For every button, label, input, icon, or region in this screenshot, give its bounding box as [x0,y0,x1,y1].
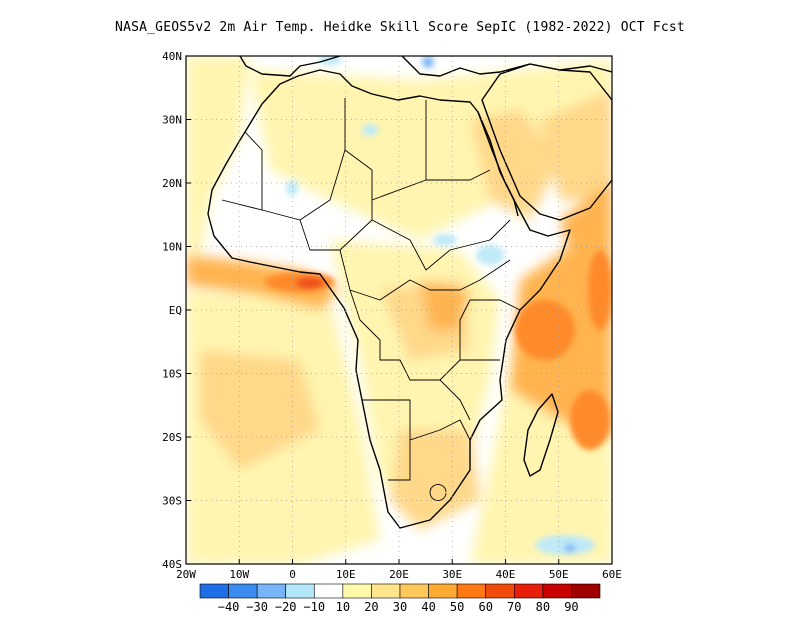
colorbar-swatch [571,583,601,599]
colorbar-swatch [485,583,515,599]
coastlines [207,56,612,529]
lon-tick-label: 30E [442,568,462,581]
lat-tick-label: 10N [162,241,182,254]
field-kenya-hot [515,300,575,360]
colorbar-label: −40 [218,600,240,614]
colorbar-label: 10 [336,600,350,614]
border-lesotho [429,484,447,501]
field-ethiopia-cool [476,245,504,265]
colorbar-swatch [285,583,315,599]
country-borders [221,98,521,501]
lat-tick-label: 20S [162,431,182,444]
colorbar-swatch [342,583,372,599]
lat-tick-label: 10S [162,368,182,381]
lon-tick-label: 60E [602,568,622,581]
field-south-africa [390,430,480,530]
europe-coastline [239,56,612,77]
colorbar-swatch [313,583,344,599]
border-congo [349,289,471,381]
colorbar-label: 20 [364,600,378,614]
lon-tick-label: 50E [549,568,569,581]
border-sudan [371,219,511,271]
field-libya-cool [362,124,378,136]
lat-axis: 40N 30N 20N 10N EQ 10S 20S 30S 40S [162,50,191,571]
colorbar-swatch [542,583,572,599]
lat-tick-label: 30S [162,495,182,508]
field-southwest [200,350,320,470]
colorbar-label: 60 [478,600,492,614]
colorbar-swatch [228,583,258,599]
colorbar-label: 50 [450,600,464,614]
lon-axis: 20W 10W 0 10E 20E 30E 40E 50E 60E [176,559,622,581]
colorbar-swatch [199,583,229,599]
field-north-africa [250,60,612,240]
red-sea-inner [477,111,519,217]
colorbar-label: −30 [246,600,268,614]
colorbar-swatch [513,583,544,599]
field-guinea-red [296,277,324,289]
border-libya-egypt [371,100,491,201]
colorbar-label: 70 [507,600,521,614]
lon-tick-label: 10W [229,568,249,581]
field-mozambique-hot [570,390,610,450]
field-west-atlantic [186,56,250,270]
colorbar-label: 90 [564,600,578,614]
field-red-sea [470,110,560,220]
field-south-ocean-blue [564,544,576,552]
lat-tick-label: 20N [162,177,182,190]
africa-coastline [207,69,571,529]
colorbar-label: 40 [421,600,435,614]
colorbar-swatch [371,583,401,599]
colorbar-label: 30 [393,600,407,614]
field-arabia [540,90,612,200]
madagascar-coastline [523,393,559,477]
field-sahel-cool [433,234,457,246]
lat-tick-label: EQ [169,304,182,317]
field-south-ocean-cool [535,535,595,555]
lon-tick-label: 20E [389,568,409,581]
field-med-cool [318,56,342,65]
colorbar-swatch [256,583,287,599]
border-east [439,299,521,421]
border-sahel [221,149,373,251]
field-east-central [420,280,470,330]
field-somalia [560,180,612,270]
colorbar-label: −10 [303,600,325,614]
map-title: NASA_GEOS5v2 2m Air Temp. Heidke Skill S… [115,20,685,35]
field-sahara-cool [286,180,298,196]
colorbar: −40 −30 −20 −10 10 20 30 40 50 60 70 80 90 [199,583,601,614]
lon-tick-label: 10E [336,568,356,581]
colorbar-swatch [399,583,429,599]
lat-tick-label: 30N [162,114,182,127]
border-south [362,399,471,481]
lon-tick-label: 0 [289,568,296,581]
gridlines [186,56,612,564]
field-med-blue [422,56,434,68]
lon-tick-label: 20W [176,568,196,581]
colorbar-label: 80 [536,600,550,614]
colorbar-swatch [456,583,487,599]
field-gulf-guinea [186,255,340,310]
lat-tick-label: 40S [162,558,182,571]
field-india-hot [588,250,612,330]
lon-tick-label: 40E [496,568,516,581]
lat-tick-label: 40N [162,50,182,63]
colorbar-label: −20 [275,600,297,614]
colorbar-swatch [428,583,458,599]
border-central [339,249,511,301]
